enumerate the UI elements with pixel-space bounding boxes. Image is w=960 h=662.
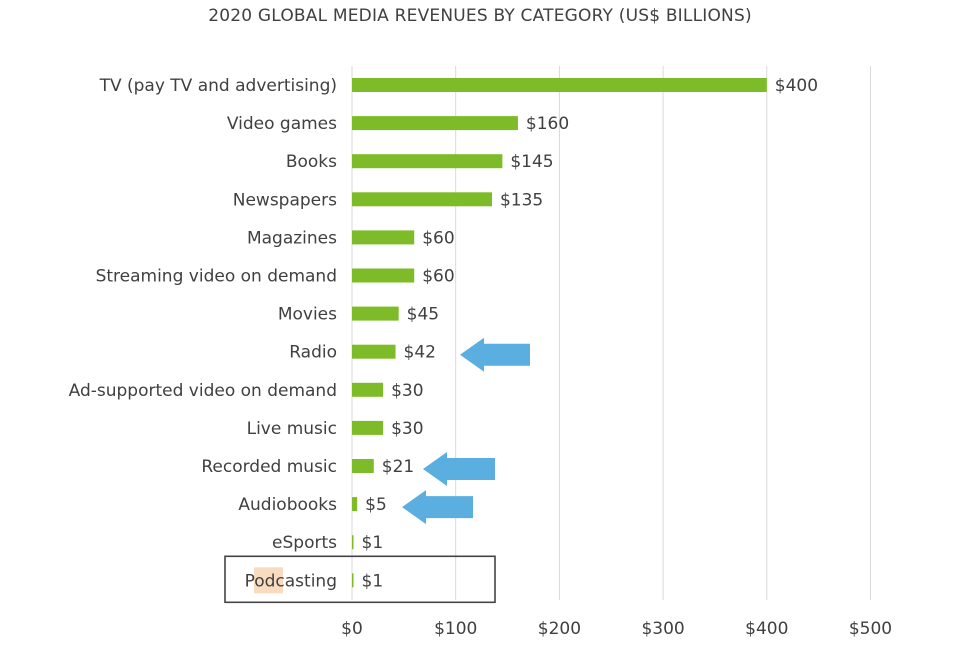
data-label: $21: [382, 457, 414, 477]
bar: [352, 154, 503, 169]
podcasting-box: [224, 555, 496, 604]
category-labels: TV (pay TV and advertising) Video games Bo…: [69, 76, 338, 591]
bar: [352, 573, 354, 588]
data-label: $1: [362, 571, 384, 591]
x-tick-label: $0: [341, 619, 363, 639]
data-label: $42: [404, 343, 436, 363]
bar: [352, 535, 354, 550]
highlight-arrows: [402, 337, 530, 525]
x-tick-label: $300: [641, 619, 684, 639]
category-label: Books: [286, 152, 337, 172]
data-label: $145: [510, 152, 553, 172]
category-label: Live music: [247, 419, 337, 439]
bar: [352, 192, 492, 207]
category-label: Radio: [289, 343, 337, 363]
bar: [352, 382, 384, 397]
highlight-arrow: [402, 490, 473, 525]
gridlines: [351, 66, 871, 600]
x-tick-label: $100: [434, 619, 477, 639]
bar: [352, 230, 415, 245]
category-label: Newspapers: [233, 190, 337, 210]
data-label: $60: [422, 267, 454, 287]
podcasting-label-highlight: [254, 567, 283, 594]
data-label: $160: [526, 114, 569, 134]
data-label: $45: [407, 305, 439, 325]
bar: [352, 268, 415, 283]
data-label: $135: [500, 190, 543, 210]
bar: [352, 459, 374, 473]
category-label: Ad-supported video on demand: [69, 381, 337, 401]
chart-title: 2020 GLOBAL MEDIA REVENUES BY CATEGORY (…: [208, 6, 752, 26]
category-label: Video games: [227, 114, 337, 134]
podcasting-highlight-box: [224, 555, 496, 604]
category-label: Magazines: [247, 228, 337, 248]
data-label: $30: [391, 381, 423, 401]
category-label: TV (pay TV and advertising): [99, 76, 337, 96]
x-tick-label: $200: [538, 619, 581, 639]
x-axis-ticks: $0 $100 $200 $300 $400 $500: [341, 619, 892, 639]
bar: [352, 497, 358, 512]
highlight-arrow: [460, 337, 530, 372]
category-label: Recorded music: [201, 457, 337, 477]
data-label: $30: [391, 419, 423, 439]
bar: [352, 306, 399, 321]
category-label: Streaming video on demand: [96, 267, 337, 287]
bar: [352, 78, 767, 92]
data-label: $5: [365, 495, 387, 515]
highlight-arrow: [423, 452, 495, 486]
bar: [352, 344, 396, 359]
bars: [352, 78, 767, 588]
bar: [352, 420, 384, 435]
value-labels: $400 $160 $145 $135 $60 $60 $45 $42 $30 $30 $21 $5 $…: [362, 76, 819, 591]
x-tick-label: $500: [849, 619, 892, 639]
category-label: Podcasting: [245, 571, 337, 591]
data-label: $60: [422, 228, 454, 248]
bar: [352, 116, 518, 131]
category-label: Movies: [278, 305, 337, 325]
data-label: $400: [775, 76, 818, 96]
x-tick-label: $400: [745, 619, 788, 639]
data-label: $1: [362, 533, 384, 553]
category-label: eSports: [272, 533, 337, 553]
category-label: Audiobooks: [238, 495, 337, 515]
